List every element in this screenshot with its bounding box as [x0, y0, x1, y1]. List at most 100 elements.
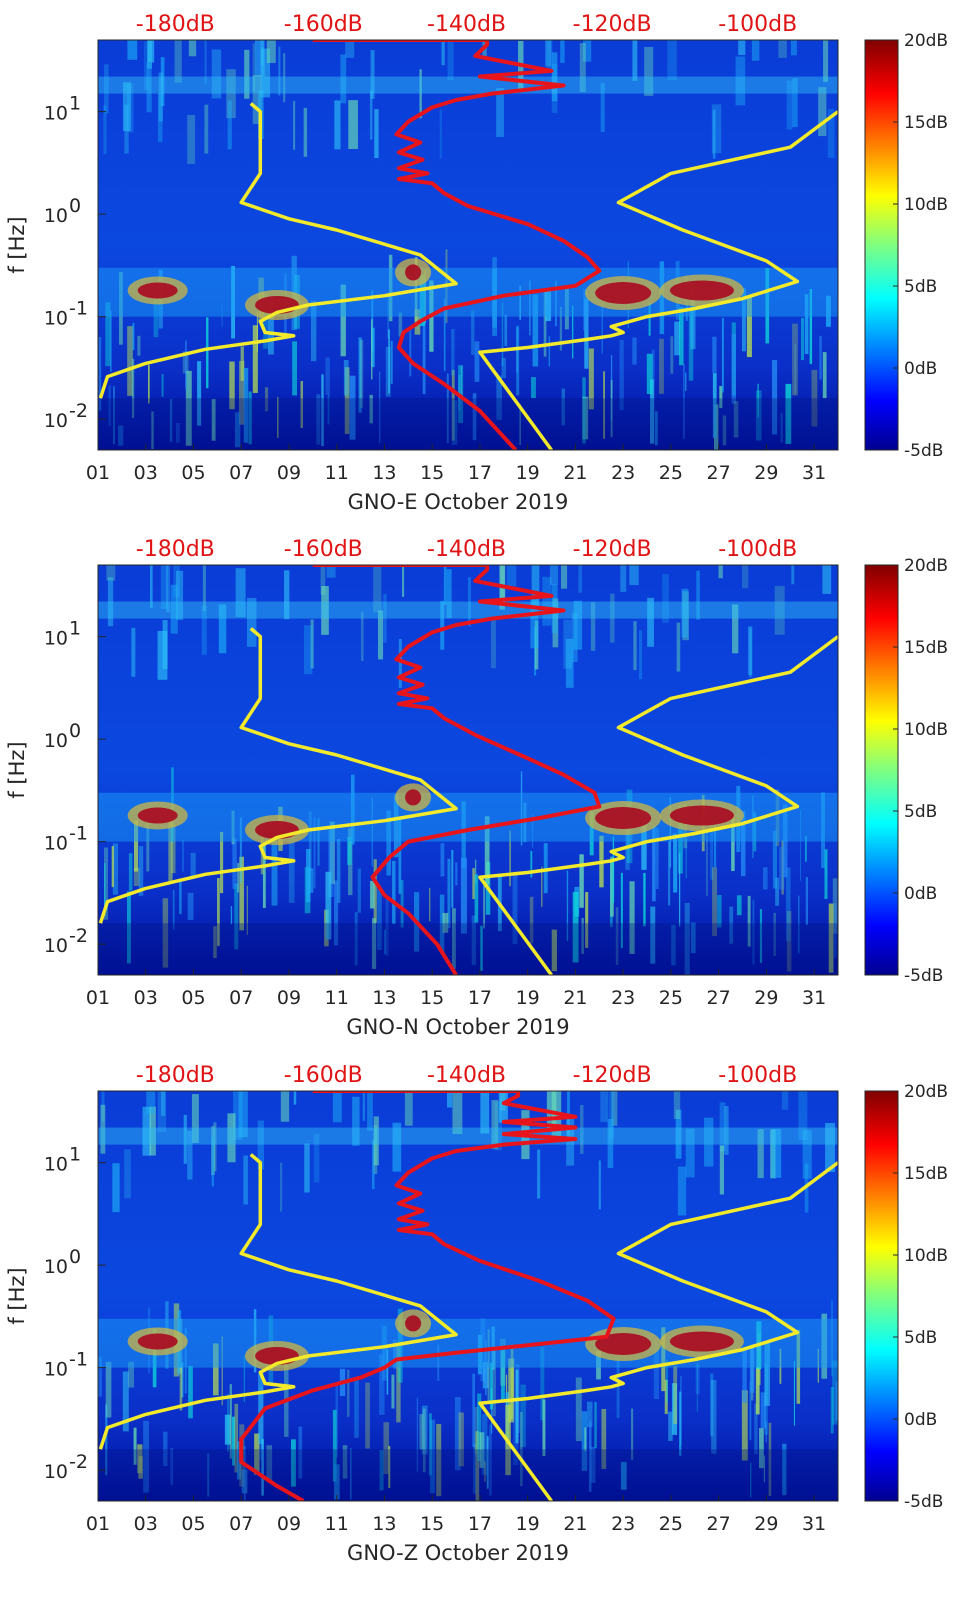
x-tick-label: 03: [134, 1513, 158, 1535]
noise-streak: [601, 287, 603, 354]
noise-streak: [619, 339, 624, 411]
noise-streak: [491, 1100, 499, 1149]
noise-streak: [149, 565, 153, 608]
plot-frame: [97, 39, 839, 451]
noise-streak: [542, 1399, 546, 1457]
noise-streak: [674, 321, 680, 356]
y-tick-label: 10: [44, 410, 68, 432]
noise-streak: [551, 929, 557, 972]
noise-streak: [110, 310, 112, 372]
noise-streak: [534, 620, 539, 670]
noise-streak: [741, 565, 749, 589]
colorbar-label: 0dB: [904, 359, 937, 379]
noise-streak: [696, 570, 700, 620]
noise-streak: [190, 852, 196, 878]
noise-streak: [105, 1361, 112, 1418]
noise-streak: [126, 83, 134, 133]
noise-streak: [579, 43, 586, 93]
y-tick-exponent: 0: [69, 720, 81, 742]
noise-streak: [292, 341, 298, 396]
noise-streak: [278, 46, 281, 96]
noise-streak: [611, 1091, 618, 1126]
noise-streak: [735, 56, 746, 106]
noise-streak: [180, 1362, 184, 1398]
noise-streak: [229, 1384, 232, 1459]
x-tick-label: 23: [611, 462, 635, 484]
noise-streak: [791, 565, 795, 585]
top-db-label: -100dB: [718, 12, 797, 37]
noise-streak: [396, 1346, 401, 1423]
x-tick-label: 07: [229, 1513, 253, 1535]
noise-streak: [460, 365, 462, 396]
x-tick-label: 21: [563, 1513, 587, 1535]
noise-streak: [284, 570, 290, 620]
noise-streak: [428, 1413, 432, 1476]
colorbar-label: 15dB: [904, 113, 948, 133]
noise-streak: [489, 1424, 492, 1496]
noise-streak: [775, 789, 780, 847]
noise-streak: [566, 870, 569, 941]
x-tick-label: 31: [802, 1513, 826, 1535]
median-psd-curve: [312, 40, 602, 450]
noise-streak: [540, 1346, 545, 1421]
noise-streak: [541, 866, 543, 907]
noise-streak: [506, 565, 517, 587]
noise-streak: [218, 604, 227, 654]
noise-streak: [474, 341, 480, 382]
noise-streak: [118, 425, 124, 446]
noise-streak: [683, 364, 685, 439]
noise-streak: [137, 1444, 143, 1474]
noise-streak: [240, 346, 244, 381]
top-db-label: -180dB: [136, 537, 215, 562]
noise-streak: [794, 344, 796, 395]
noise-streak: [124, 104, 129, 154]
noise-streak: [612, 836, 615, 904]
noise-streak: [732, 604, 739, 654]
noise-streak: [108, 385, 111, 426]
spectrogram-texture: [98, 1091, 838, 1501]
noise-streak: [520, 771, 523, 846]
noise-streak: [358, 337, 362, 413]
noise-streak: [266, 1445, 273, 1481]
x-tick-label: 13: [372, 462, 396, 484]
noise-streak: [598, 1160, 601, 1210]
noise-streak: [179, 1367, 183, 1411]
noise-streak: [501, 1350, 505, 1402]
noise-streak: [260, 48, 271, 98]
noise-streak: [733, 401, 739, 438]
noise-streak: [757, 1353, 759, 1414]
noise-streak: [379, 371, 381, 444]
noise-streak: [133, 1427, 137, 1465]
colorbar-label: 5dB: [904, 277, 937, 297]
panel-2: 01 03 05 07 09 11 13 15 17 19 21 23 25 27 29 3110-210-1…: [5, 537, 948, 1039]
x-tick-label: 15: [420, 1513, 444, 1535]
noise-streak: [673, 833, 678, 893]
noise-streak: [487, 1329, 490, 1403]
noise-streak: [572, 305, 574, 359]
noise-streak: [458, 375, 461, 411]
noise-streak: [477, 1393, 482, 1461]
noise-streak: [244, 49, 250, 99]
colorbar-label: 20dB: [904, 556, 948, 576]
noise-streak: [671, 1383, 678, 1435]
noise-streak: [489, 1362, 493, 1410]
noise-streak: [184, 1327, 187, 1394]
noise-streak: [388, 329, 390, 394]
noise-streak: [531, 377, 536, 398]
noise-streak: [798, 895, 800, 954]
noise-streak: [696, 1360, 698, 1412]
noise-streak: [252, 75, 262, 124]
noise-streak: [349, 375, 356, 440]
noise-streak: [174, 40, 182, 83]
noise-streak: [451, 328, 455, 376]
noise-streak: [416, 1397, 419, 1472]
noise-streak: [545, 289, 552, 321]
noise-streak: [610, 355, 613, 421]
x-tick-label: 23: [611, 987, 635, 1009]
noise-streak: [112, 1163, 120, 1213]
x-tick-label: 27: [707, 462, 731, 484]
x-tick-label: 09: [277, 462, 301, 484]
noise-streak: [667, 40, 677, 81]
noise-streak: [371, 918, 377, 969]
noise-streak: [239, 817, 242, 883]
